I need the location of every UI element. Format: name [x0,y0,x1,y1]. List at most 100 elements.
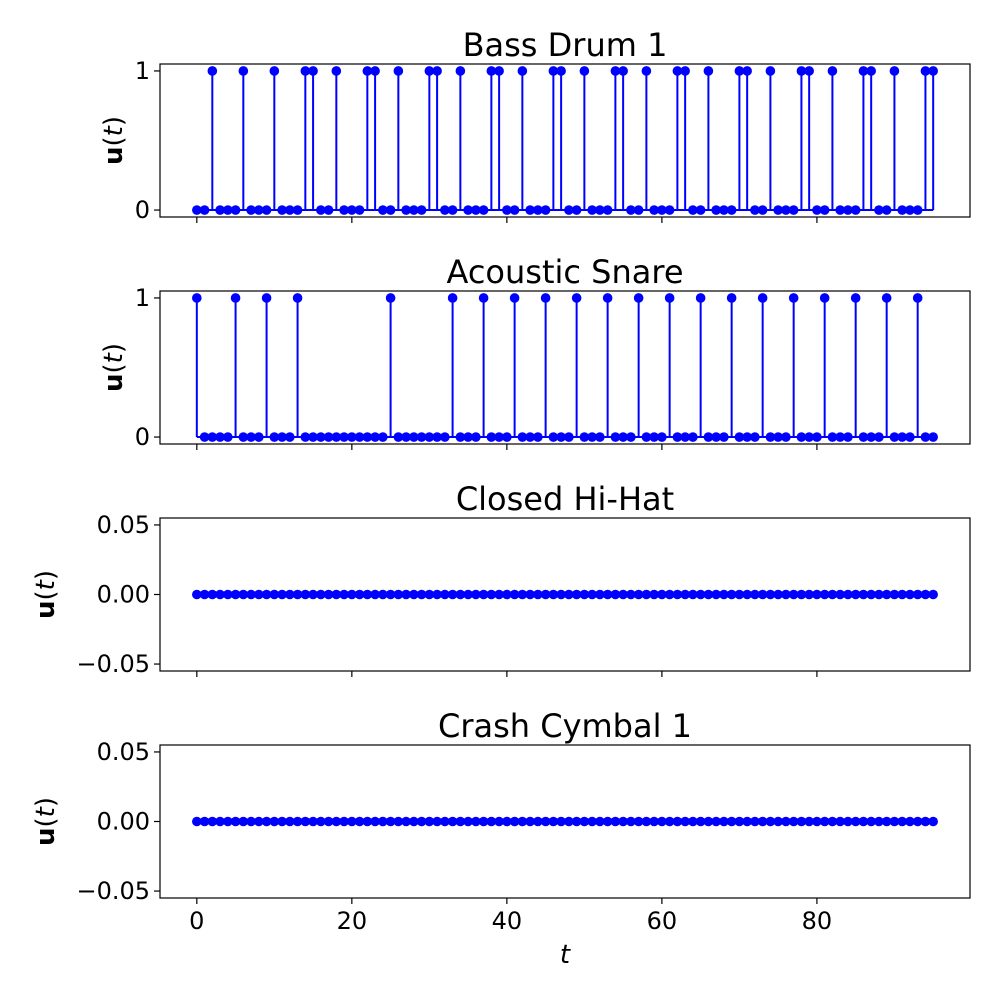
stem-marker [633,205,644,215]
stem-marker [618,432,628,442]
stem-marker [540,293,551,303]
stem-marker [595,205,605,215]
stem-marker [874,816,884,827]
stem-marker [533,432,543,442]
stem-marker [742,589,752,600]
panel-title: Crash Cymbal 1 [438,707,692,745]
stem-marker [385,205,396,215]
stem-marker [347,432,357,442]
stem-marker [773,816,783,827]
stem-marker [912,589,923,600]
stem-marker [564,816,574,827]
stem-marker [866,816,876,827]
stem-marker [788,589,799,600]
stem-marker [323,205,334,215]
stem-marker [207,66,218,76]
stem-marker [486,66,497,76]
stem-marker [339,205,349,215]
stem-marker [858,66,869,76]
stem-marker [602,205,613,215]
stem-marker [649,816,659,827]
stem-marker [494,432,504,442]
x-tick-label: 40 [492,907,523,935]
stem-marker [858,816,869,827]
stem-marker [850,293,861,303]
stem-marker [610,589,621,600]
stem-marker [703,816,714,827]
stem-marker [401,589,411,600]
stem-marker [261,816,272,827]
stem-marker [719,816,729,827]
stem-marker [719,589,729,600]
stem-marker [292,205,303,215]
stem-marker [277,589,287,600]
stem-marker [850,205,861,215]
stem-marker [269,589,280,600]
stem-marker [509,589,520,600]
stem-marker [703,432,714,442]
stem-marker [331,66,342,76]
stem-marker [750,816,760,827]
stem-marker [796,816,807,827]
y-tick-label: 1 [135,57,150,85]
stem-marker [540,205,551,215]
stem-marker [633,816,644,827]
stem-marker [726,205,737,215]
stem-marker [331,432,342,442]
stem-marker [292,816,303,827]
stem-marker [525,816,535,827]
stem-marker [905,816,915,827]
stem-marker [664,589,675,600]
stem-marker [726,293,737,303]
stem-marker [533,205,543,215]
stem-marker [827,589,838,600]
stem-marker [618,816,628,827]
stem-marker [626,205,636,215]
stem-marker [602,293,613,303]
stem-marker [192,293,202,303]
stem-marker [889,432,900,442]
stem-marker [850,816,861,827]
x-tick-label: 60 [647,907,678,935]
stem-marker [517,589,528,600]
stem-marker [432,589,442,600]
stem-marker [912,293,923,303]
y-tick-label: 0 [135,196,150,224]
stem-marker [347,589,357,600]
stem-marker [192,589,202,600]
stem-marker [587,816,597,827]
stem-marker [323,816,334,827]
stem-marker [285,432,295,442]
stem-marker [850,589,861,600]
stem-marker [812,205,822,215]
stem-marker [525,589,535,600]
stem-marker [889,816,900,827]
stem-marker [215,432,225,442]
stem-marker [455,816,466,827]
stem-marker [672,432,683,442]
stem-marker [277,432,287,442]
stem-marker [300,816,311,827]
x-tick-label: 80 [802,907,833,935]
stem-marker [773,589,783,600]
stem-marker [354,432,365,442]
stem-marker [626,589,636,600]
stem-marker [409,432,419,442]
stem-marker [641,816,652,827]
stem-marker [641,589,652,600]
axes-frame [159,290,971,445]
stem-marker [385,816,396,827]
stem-marker [199,432,210,442]
stem-marker [695,293,706,303]
x-tick-label: 0 [189,907,204,935]
stem-marker [238,432,249,442]
stem-marker [657,816,667,827]
stem-marker [370,432,380,442]
stem-marker [695,205,706,215]
stem-marker [223,205,233,215]
stem-marker [866,66,876,76]
stem-marker [316,816,326,827]
stem-marker [339,816,349,827]
stem-marker [463,816,473,827]
stem-marker [215,816,225,827]
